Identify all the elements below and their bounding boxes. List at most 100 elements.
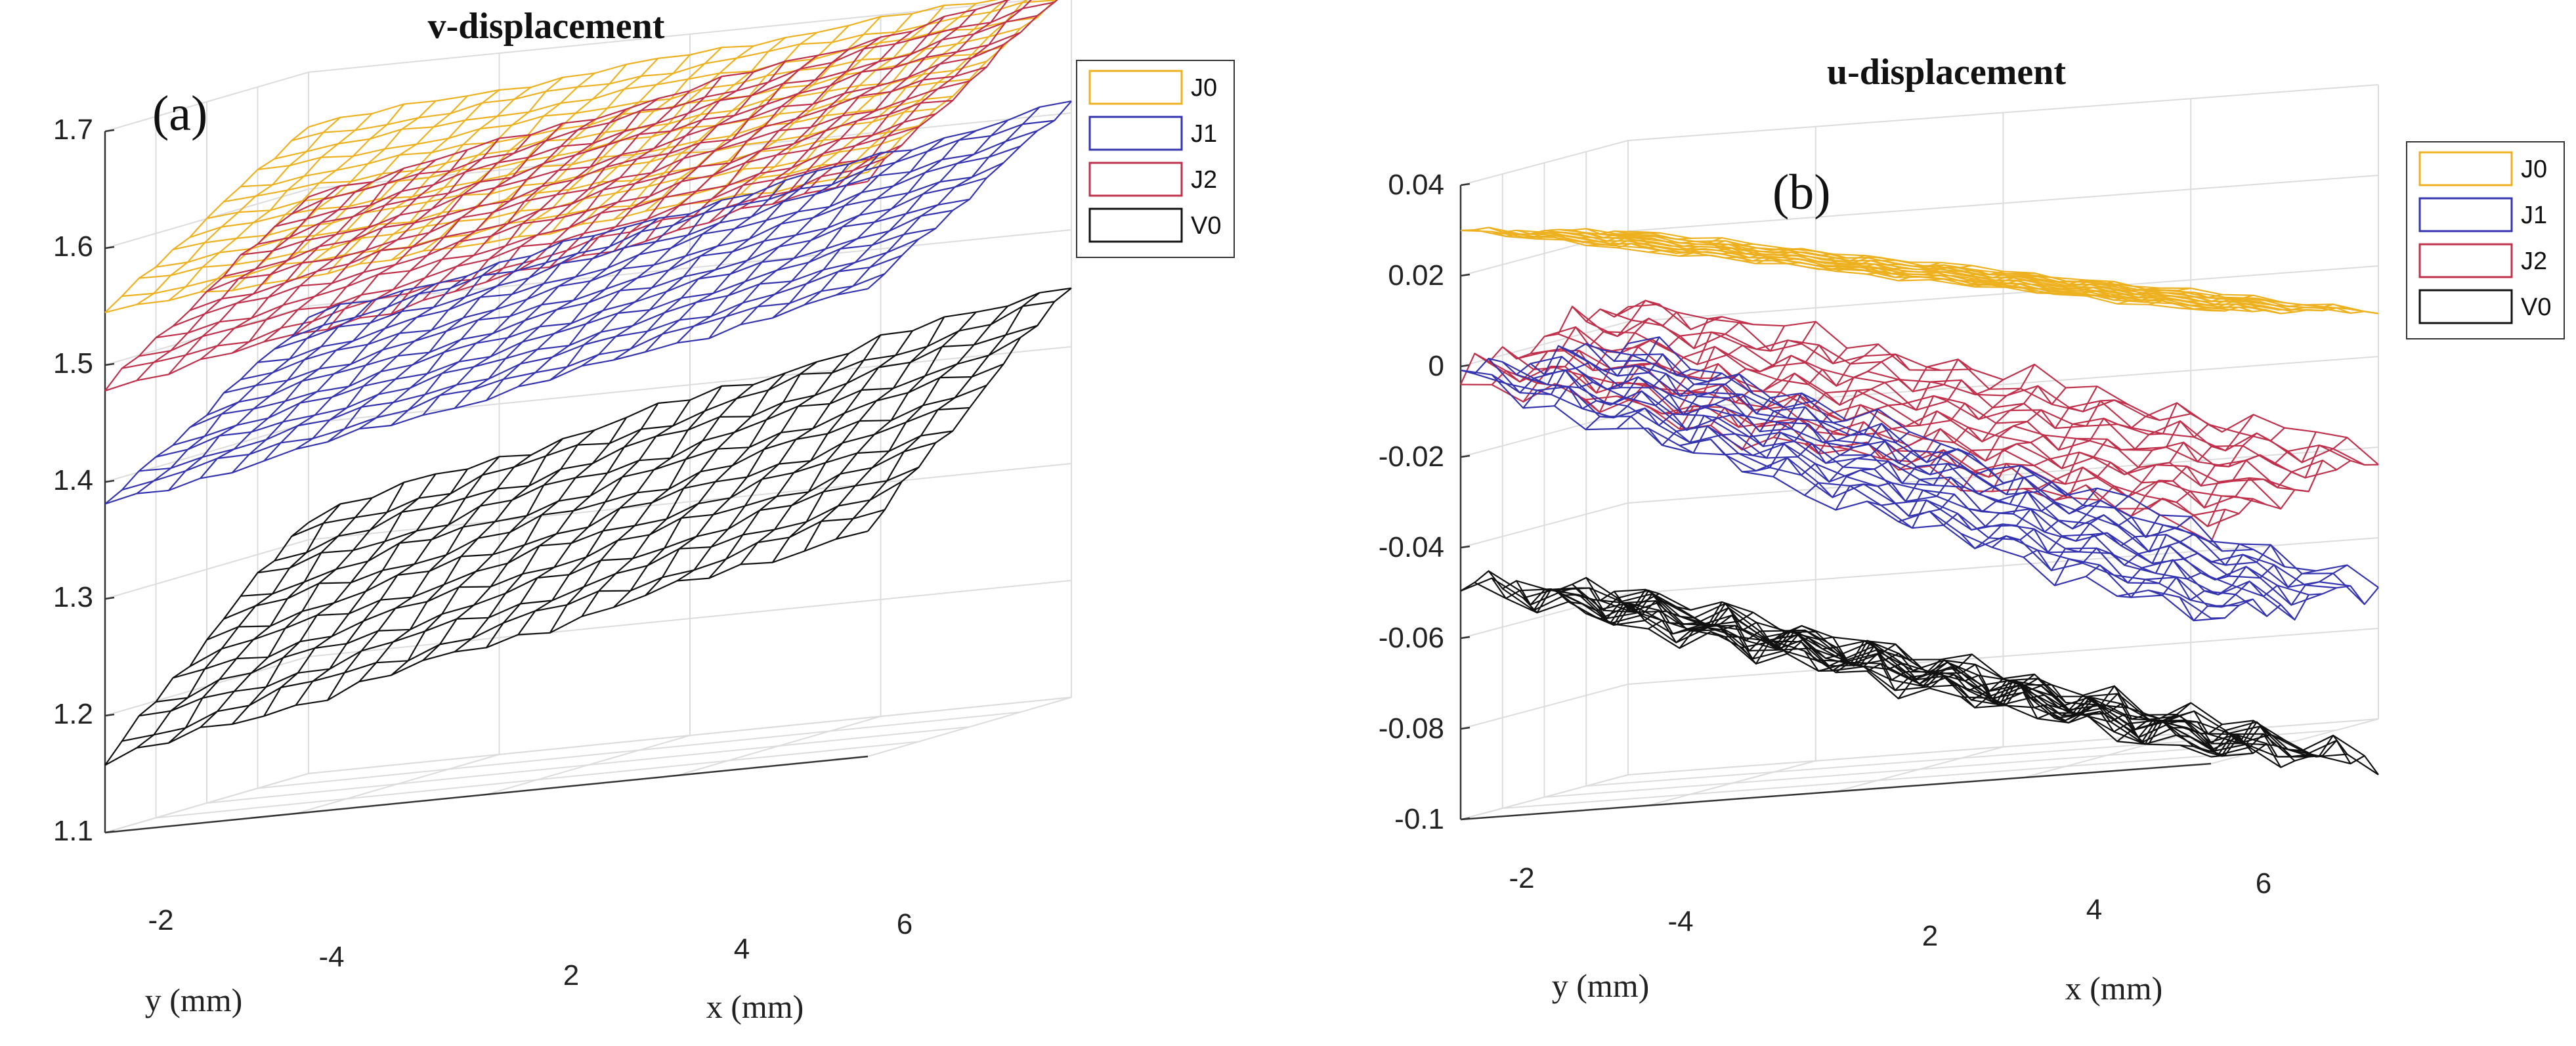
legend-swatch-V0 <box>2418 289 2513 324</box>
surface-V0 <box>1460 570 2379 775</box>
mesh-line <box>1460 383 2212 543</box>
mesh-line <box>200 482 405 728</box>
mesh-line <box>676 334 882 582</box>
mesh-line <box>867 0 1058 183</box>
panel-b-x-tick: 4 <box>2086 894 2102 926</box>
mesh-line <box>1474 582 2225 756</box>
mesh-line <box>240 43 1004 256</box>
mesh-line <box>1558 345 2309 596</box>
mesh-line <box>308 0 998 128</box>
mesh-line <box>308 0 1011 198</box>
mesh-line <box>189 209 953 428</box>
legend-label: V0 <box>1191 212 1221 240</box>
mesh-line <box>104 181 869 392</box>
mesh-line <box>1960 495 2129 550</box>
mesh-line <box>1614 588 2365 756</box>
panel-a-surfaces <box>104 0 1072 766</box>
mesh-line <box>1572 584 2323 758</box>
mesh-line <box>1516 374 2267 617</box>
panel-a-z-tick: 1.1 <box>53 815 93 847</box>
mesh-line <box>1627 593 2379 775</box>
legend-swatch-J1 <box>1088 116 1183 151</box>
panel-a-z-tick: 1.7 <box>53 114 93 146</box>
mesh-line <box>771 311 977 563</box>
mesh-line <box>189 430 953 667</box>
z-tick-mark <box>1460 273 1470 277</box>
mesh-line <box>172 227 936 447</box>
mesh-line <box>1544 587 2296 762</box>
mesh-line <box>308 287 1072 523</box>
x-axis <box>104 755 869 834</box>
panel-b-legend: J0 J1 J2 V0 <box>2406 141 2565 339</box>
grid-line <box>1460 175 2379 276</box>
panel-b-z-tick: 0 <box>1428 350 1444 382</box>
mesh-line <box>1530 355 2281 605</box>
z-tick-mark <box>1460 454 1470 458</box>
grid-line <box>206 726 970 804</box>
mesh-line <box>189 95 953 238</box>
mesh-line <box>1474 373 2225 622</box>
legend-label: J0 <box>2521 156 2547 183</box>
panel-a-z-tick: 1.2 <box>53 698 93 730</box>
mesh-line <box>139 481 903 717</box>
panel-b-axes <box>1459 183 2212 821</box>
mesh-line <box>1586 228 2337 309</box>
mesh-line <box>1460 229 2212 312</box>
mesh-line <box>804 305 1009 552</box>
panel-b: u-displacement (b) -0.1 -0.08 -0.06 -0.0… <box>1379 52 2565 1007</box>
mesh-line <box>1516 580 2267 745</box>
legend-label: J0 <box>1191 74 1217 102</box>
legend-label: V0 <box>2521 294 2551 321</box>
mesh-line <box>1627 232 2379 315</box>
surface-J2 <box>1459 299 2379 543</box>
mesh-line <box>486 399 691 648</box>
surface-V0 <box>104 287 1072 766</box>
mesh-line <box>1991 514 2160 554</box>
panel-a-title: v-displacement <box>428 6 665 47</box>
legend-label: J1 <box>1191 120 1217 148</box>
mesh-line <box>121 272 886 491</box>
panel-a-label: (a) <box>152 86 207 141</box>
mesh-line <box>1627 303 2379 466</box>
panel-b-z-tick: -0.02 <box>1379 441 1444 473</box>
surface-J0 <box>1460 227 2379 315</box>
mesh-line <box>104 288 869 505</box>
mesh-line <box>240 162 1004 380</box>
surface-J1 <box>1460 336 2379 622</box>
mesh-line <box>223 384 987 620</box>
panel-b-z-tick: -0.06 <box>1379 622 1444 654</box>
mesh-line <box>308 100 1072 318</box>
mesh-line <box>257 32 1021 245</box>
mesh-line <box>291 1 1055 215</box>
mesh-line <box>139 137 903 279</box>
z-tick-mark <box>104 830 115 834</box>
panel-a-z-tick: 1.5 <box>53 347 93 380</box>
grid-line <box>104 463 1072 599</box>
panel-a-y-tick: -4 <box>318 941 344 973</box>
surface-J1 <box>104 100 1072 505</box>
mesh-line <box>1516 349 2267 509</box>
mesh-line <box>1502 588 2253 757</box>
mesh-line <box>1502 361 2254 608</box>
mesh-line <box>804 120 1008 306</box>
z-tick-mark <box>1460 817 1470 821</box>
panel-b-y-tick: -2 <box>1509 862 1534 894</box>
panel-a-x-tick: 2 <box>563 959 579 992</box>
mesh-line <box>1614 230 2365 313</box>
panel-a-z-ticks: 1.1 1.2 1.3 1.4 1.5 1.6 1.7 <box>53 114 93 847</box>
mesh-line <box>1572 305 2323 473</box>
mesh-line <box>173 442 936 679</box>
mesh-line <box>1460 369 2212 619</box>
mesh-line <box>223 177 987 394</box>
panel-b-y-tick: -4 <box>1667 905 1693 938</box>
panel-b-z-ticks: -0.1 -0.08 -0.06 -0.04 -0.02 0 0.02 0.04 <box>1379 169 1444 835</box>
mesh-line <box>1474 229 2225 312</box>
mesh-line <box>2085 414 2254 501</box>
z-tick-mark <box>104 246 115 250</box>
legend-label: J1 <box>2521 202 2547 229</box>
panel-b-x-tick: 6 <box>2256 867 2271 900</box>
mesh-line <box>156 238 919 458</box>
z-tick-mark <box>104 479 115 483</box>
panel-a-z-tick: 1.4 <box>53 464 93 496</box>
grid-line <box>1586 730 2337 787</box>
